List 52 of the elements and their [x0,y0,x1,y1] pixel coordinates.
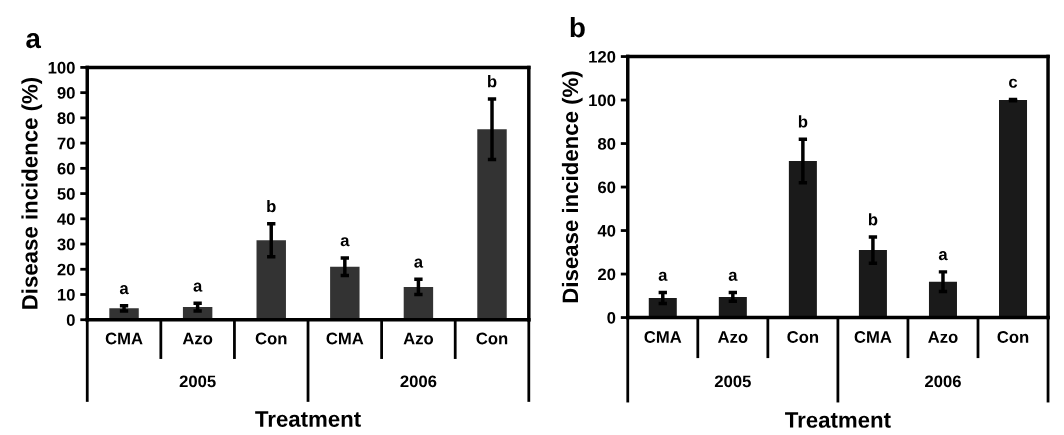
y-axis-title: Disease incidence (%) [561,71,583,303]
x-tick-label: Con [787,331,819,343]
y-tick-label: 80 [57,112,75,125]
text: 2005 [179,375,216,388]
y-tick-label: 50 [57,187,75,200]
text: 2006 [400,375,437,388]
y-axis-title: Disease incidence (%) [21,77,43,309]
y-tick-label: 20 [598,268,616,281]
data-label: b [267,199,276,213]
y-tick-label: 10 [57,288,75,301]
chart-title: b [570,16,585,38]
x-tick-label: Azo [182,332,213,345]
y-tick-label: 100 [589,94,616,107]
x-tick-label: Azo [717,331,748,343]
chart-title: a [26,33,42,49]
y-tick-label: 60 [57,162,75,175]
y-tick-label: 60 [598,181,616,194]
text: 2005 [714,375,751,388]
text: 2006 [925,375,961,388]
data-label: b [488,75,497,88]
x-tick-label: CMA [644,331,682,343]
y-tick-label: 0 [607,311,616,324]
data-label: b [798,115,808,128]
x-tick-label: Con [255,332,287,345]
x-tick-label: Azo [928,331,958,343]
data-label: a [658,271,668,281]
x-tick-label: CMA [105,332,143,345]
y-tick-label: 20 [57,263,75,276]
y-tick-label: 70 [57,137,75,150]
data-label: a [340,237,350,247]
x-tick-label: CMA [854,331,892,343]
y-tick-label: 30 [57,238,75,251]
x-tick-label: CMA [326,332,364,345]
x-tick-label: Con [476,332,508,345]
y-tick-label: 40 [597,224,616,237]
x-axis-title: Treatment [785,412,891,428]
data-label: a [938,251,948,261]
data-label: a [193,282,203,292]
y-tick-label: 120 [589,50,616,63]
y-tick-label: 0 [66,314,75,326]
x-tick-label: Con [997,331,1029,343]
data-label: a [119,285,129,295]
data-label: c [1009,78,1018,88]
y-tick-label: 90 [57,87,75,99]
data-label: a [728,271,738,281]
y-tick-label: 40 [57,213,75,226]
x-tick-label: Azo [403,332,434,345]
x-axis-title: Treatment [255,411,361,427]
data-label: b [868,213,878,226]
y-tick-label: 100 [48,61,75,74]
y-tick-label: 80 [597,137,616,150]
data-label: a [414,258,424,268]
